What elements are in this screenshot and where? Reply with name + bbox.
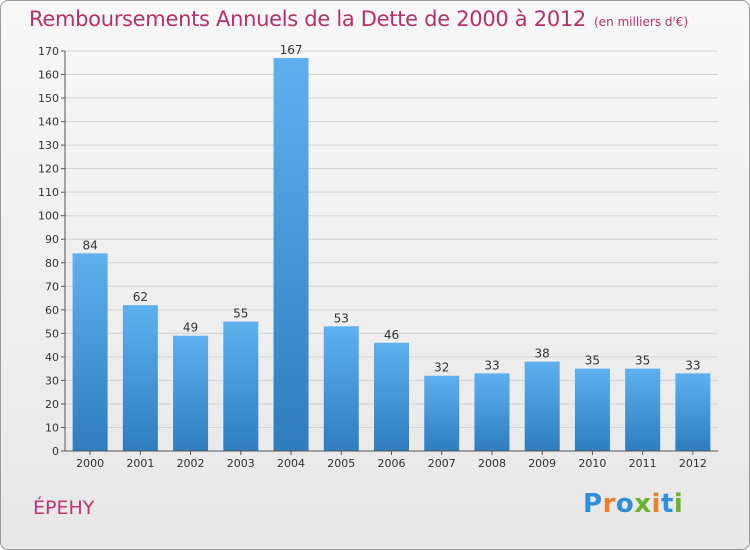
bar-2007 bbox=[424, 375, 460, 451]
bar-2000 bbox=[72, 253, 108, 451]
y-tick-label: 40 bbox=[45, 351, 59, 364]
y-tick-label: 110 bbox=[38, 186, 59, 199]
y-tick-label: 50 bbox=[45, 327, 59, 340]
data-label: 84 bbox=[82, 238, 97, 252]
data-label: 38 bbox=[535, 347, 550, 361]
logo-letter: i bbox=[673, 489, 684, 519]
bar-2010 bbox=[574, 368, 610, 451]
data-label: 62 bbox=[133, 290, 148, 304]
commune-name: ÉPEHY bbox=[33, 497, 95, 519]
bars: 84 62 49 55 167 53 46 32 33 38 35 35 33 bbox=[72, 43, 711, 451]
x-axis: 2000 2001 2002 2003 2004 2005 2006 2007 2008 2009… bbox=[61, 450, 718, 470]
y-tick-label: 140 bbox=[38, 116, 59, 129]
x-tick-label: 2009 bbox=[528, 457, 556, 470]
chart-title-text: Remboursements Annuels de la Dette de 20… bbox=[29, 7, 586, 31]
data-label: 167 bbox=[280, 43, 303, 57]
data-label: 33 bbox=[484, 358, 499, 372]
bar-2012 bbox=[675, 373, 711, 451]
y-axis: 0 10 20 30 40 50 60 70 80 90 100 110 120 130 140 150 160… bbox=[38, 45, 66, 458]
y-tick-label: 150 bbox=[38, 92, 59, 105]
x-tick-label: 2006 bbox=[378, 457, 406, 470]
data-label: 32 bbox=[434, 361, 449, 375]
bar-2008 bbox=[474, 373, 510, 451]
x-tick-label: 2005 bbox=[327, 457, 355, 470]
y-tick-label: 30 bbox=[45, 374, 59, 387]
data-label: 33 bbox=[685, 358, 700, 372]
x-tick-label: 2012 bbox=[679, 457, 707, 470]
y-tick-label: 10 bbox=[45, 421, 59, 434]
chart-title: Remboursements Annuels de la Dette de 20… bbox=[29, 7, 688, 31]
x-tick-label: 2010 bbox=[578, 457, 606, 470]
chart-unit-label: (en milliers d'€) bbox=[594, 15, 689, 29]
bar-2002 bbox=[173, 335, 209, 451]
y-tick-label: 160 bbox=[38, 69, 59, 82]
bar-2003 bbox=[223, 321, 259, 451]
x-tick-label: 2011 bbox=[629, 457, 657, 470]
proxiti-logo: Proxiti bbox=[583, 489, 683, 519]
x-tick-label: 2004 bbox=[277, 457, 305, 470]
logo-letter: o bbox=[615, 489, 635, 519]
y-tick-label: 70 bbox=[45, 280, 59, 293]
x-tick-label: 2008 bbox=[478, 457, 506, 470]
data-label: 49 bbox=[183, 321, 198, 335]
x-tick-label: 2003 bbox=[227, 457, 255, 470]
y-tick-label: 170 bbox=[38, 45, 59, 58]
y-tick-label: 20 bbox=[45, 398, 59, 411]
x-tick-label: 2000 bbox=[76, 457, 104, 470]
data-label: 46 bbox=[384, 328, 399, 342]
bar-2011 bbox=[625, 368, 661, 451]
logo-letter: x bbox=[634, 489, 652, 519]
bar-2009 bbox=[524, 361, 560, 451]
bar-2006 bbox=[374, 342, 409, 451]
x-tick-label: 2002 bbox=[177, 457, 205, 470]
data-label: 55 bbox=[233, 307, 248, 321]
data-label: 35 bbox=[585, 354, 600, 368]
bar-2004 bbox=[273, 58, 309, 451]
y-tick-label: 100 bbox=[38, 210, 59, 223]
bar-2005 bbox=[323, 326, 359, 451]
bar-2001 bbox=[122, 305, 158, 451]
logo-letter: P bbox=[583, 489, 603, 519]
data-label: 35 bbox=[635, 354, 650, 368]
logo-letter: t bbox=[660, 489, 674, 519]
y-tick-label: 80 bbox=[45, 257, 59, 270]
data-label: 53 bbox=[334, 311, 349, 325]
x-tick-label: 2001 bbox=[126, 457, 154, 470]
y-tick-label: 90 bbox=[45, 233, 59, 246]
x-tick-label: 2007 bbox=[428, 457, 456, 470]
y-tick-label: 60 bbox=[45, 304, 59, 317]
y-tick-label: 120 bbox=[38, 163, 59, 176]
logo-letter: i bbox=[651, 489, 661, 519]
logo-letter: r bbox=[602, 489, 616, 519]
y-tick-label: 130 bbox=[38, 139, 59, 152]
y-tick-label: 0 bbox=[52, 445, 59, 458]
